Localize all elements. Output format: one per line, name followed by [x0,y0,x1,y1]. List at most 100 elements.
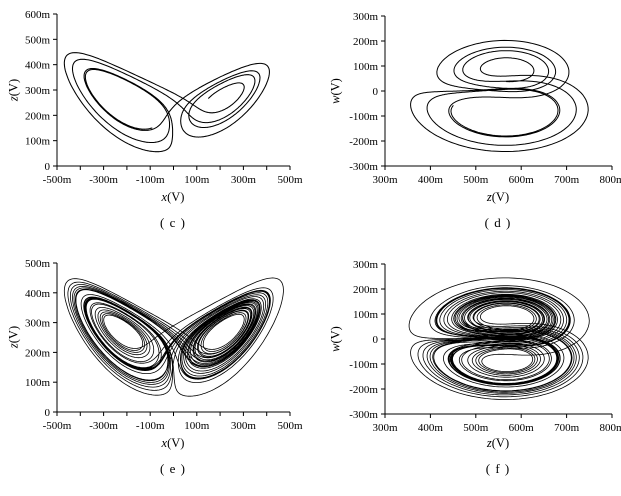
x-tick-label: -300m [89,420,118,432]
x-axis-unit: (V) [491,190,510,204]
x-axis-label: x(V) [162,190,185,205]
panel-e: 0 100m 200m 300m 400m 500m -500m -300m -100m 100m… [0,248,310,496]
x-tick-label: 700m [554,174,580,186]
panel-caption: ( e ) [160,461,186,476]
x-tick-label: -500m [43,420,72,432]
y-tick-label: 200m [25,347,51,359]
tick-labels: -300m -200m -100m 0 100m 200m 300m 300m 400m 500m… [349,259,621,434]
y-axis-unit: (V) [328,78,343,96]
y-tick-label: 600m [25,9,51,21]
x-tick-label: -500m [43,174,72,186]
y-axis-label: w(V) [329,78,344,104]
x-axis-unit: (V) [491,436,510,450]
trajectory-curve [408,277,590,400]
panel-f: -300m -200m -100m 0 100m 200m 300m 300m 400m 500m… [310,248,621,496]
plot-e-svg: 0 100m 200m 300m 400m 500m -500m -300m -100m 100m… [25,258,303,432]
panel-caption: ( d ) [484,215,512,230]
y-tick-label: 200m [353,284,379,296]
y-tick-label: 500m [25,258,51,270]
y-axis-unit: (V) [328,326,343,344]
y-axis-label: z(V) [7,326,22,348]
x-axis-variable: z [486,436,492,450]
x-tick-label: 500m [277,174,303,186]
y-tick-label: 400m [25,60,51,72]
x-axis-label: z(V) [487,436,509,451]
y-tick-label: 0 [373,334,379,346]
y-tick-label: 300m [353,259,379,271]
x-tick-label: 400m [418,422,444,434]
x-tick-label: 500m [463,174,489,186]
x-axis-label: z(V) [487,190,509,205]
y-tick-label: 100m [353,61,379,73]
y-tick-label: 300m [25,318,51,330]
y-tick-label: 300m [25,85,51,97]
x-tick-label: 300m [231,420,257,432]
y-tick-label: 0 [45,407,51,419]
trajectory-curve [63,52,270,153]
plot-f-svg: -300m -200m -100m 0 100m 200m 300m 300m 400m 500m… [349,259,621,434]
panel-caption: ( f ) [485,461,511,476]
y-tick-label: 100m [353,309,379,321]
y-tick-label: 0 [373,86,379,98]
y-axis-unit: (V) [6,78,21,97]
y-tick-label: 400m [25,288,51,300]
x-tick-label: 800m [599,174,621,186]
x-tick-label: -100m [136,174,165,186]
panel-d: -300m -200m -100m 0 100m 200m 300m 300m 400m 500m… [310,0,621,248]
y-axis-variable: z [6,96,21,102]
axes [53,13,291,170]
x-axis-variable: x [161,190,168,204]
x-axis-unit: (V) [167,190,185,204]
y-axis-variable: z [6,343,21,349]
y-tick-label: 500m [25,34,51,46]
y-axis-variable: w [328,95,343,104]
x-tick-label: 300m [372,422,398,434]
x-tick-label: 300m [231,174,257,186]
x-axis-unit: (V) [167,436,185,450]
axes [381,15,613,170]
y-tick-label: 100m [25,377,51,389]
y-tick-label: -200m [349,384,378,396]
panel-c: 0 100m 200m 300m 400m 500m 600m -500m -300m -100m… [0,0,310,248]
x-tick-label: -100m [136,420,165,432]
x-axis-variable: z [486,190,492,204]
y-tick-label: 200m [353,36,379,48]
trajectory-curve [410,39,589,152]
tick-labels: 0 100m 200m 300m 400m 500m 600m -500m -300m -100m… [25,9,303,186]
y-tick-label: -100m [349,359,378,371]
y-tick-label: 0 [45,161,51,173]
y-tick-label: 100m [25,136,51,148]
y-tick-label: -300m [349,161,378,173]
plot-d-svg: -300m -200m -100m 0 100m 200m 300m 300m 400m 500m… [349,11,621,186]
y-tick-label: 200m [25,110,51,122]
y-axis-label: z(V) [7,79,22,101]
y-axis-label: w(V) [329,326,344,352]
axes [53,262,291,416]
x-axis-label: x(V) [162,436,185,451]
x-tick-label: 500m [277,420,303,432]
trajectory-curve [63,277,284,397]
x-tick-label: -300m [89,174,118,186]
y-tick-label: -300m [349,409,378,421]
y-tick-label: -100m [349,111,378,123]
y-tick-label: 300m [353,11,379,23]
x-tick-label: 600m [509,174,535,186]
x-tick-label: 400m [418,174,444,186]
x-tick-label: 800m [599,422,621,434]
x-tick-label: 300m [372,174,398,186]
x-tick-label: 100m [184,174,210,186]
tick-labels: 0 100m 200m 300m 400m 500m -500m -300m -100m 100m… [25,258,303,432]
x-tick-label: 600m [509,422,535,434]
y-axis-variable: w [328,343,343,352]
plot-c-svg: 0 100m 200m 300m 400m 500m 600m -500m -300m -100m… [25,9,303,186]
axes [381,263,613,418]
panel-caption: ( c ) [160,215,186,230]
y-axis-unit: (V) [6,325,21,344]
x-axis-variable: x [161,436,168,450]
tick-labels: -300m -200m -100m 0 100m 200m 300m 300m 400m 500m… [349,11,621,186]
x-tick-label: 100m [184,420,210,432]
x-tick-label: 700m [554,422,580,434]
y-tick-label: -200m [349,136,378,148]
axis-lines [56,14,290,167]
